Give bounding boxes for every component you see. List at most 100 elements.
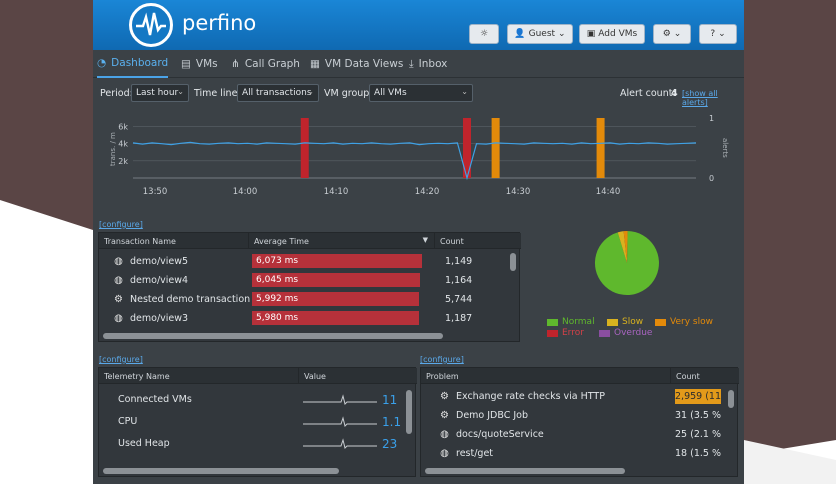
column-header-problem[interactable]: Problem <box>421 368 671 384</box>
alert-count-value: 4 <box>671 88 678 99</box>
x-tick-label: 14:00 <box>233 187 258 197</box>
table-row[interactable]: Connected VMs 11 <box>99 390 399 409</box>
brand-name: perfino <box>182 11 257 35</box>
chevron-down-icon: ⌄ <box>673 29 682 39</box>
timeline-chart: 6k 4k 2k 1 0 trans. / m alerts 13:50 14:00 14:10 1… <box>109 114 729 197</box>
pie-slice[interactable] <box>623 231 628 263</box>
configure-telemetry-link[interactable]: [configure] <box>99 355 143 364</box>
add-vms-button[interactable]: ▣ Add VMs <box>579 24 645 44</box>
column-header-telemetry-name[interactable]: Telemetry Name <box>99 368 299 384</box>
table-row[interactable]: ◍ rest/get 18 (1.5 %) v <box>421 444 721 463</box>
average-time-bar: 6,045 ms <box>252 273 420 287</box>
table-row[interactable]: ◍ demo/view3 5,980 ms 1,187 <box>99 309 507 328</box>
theme-button[interactable]: ☼ <box>469 24 499 44</box>
timeline-select[interactable]: All transactions ⌄ <box>237 84 319 102</box>
problem-count: 31 (3.5 %) v <box>675 410 721 421</box>
tab-vms[interactable]: ▤ VMs <box>181 50 218 78</box>
problem-name-cell: ◍ rest/get <box>439 444 493 463</box>
guest-menu-button[interactable]: 👤 Guest ⌄ <box>507 24 573 44</box>
transaction-count: 1,149 <box>445 256 473 267</box>
chevron-down-icon: ⌄ <box>558 29 566 39</box>
column-header-value[interactable]: Value <box>299 368 417 384</box>
problems-horizontal-scrollbar[interactable] <box>425 468 625 474</box>
table-row[interactable]: ⚙ Demo JDBC Job 31 (3.5 %) v <box>421 406 721 425</box>
vm-icon: ▤ <box>181 58 191 70</box>
average-time-bar: 6,073 ms <box>252 254 422 268</box>
pie-slice[interactable] <box>617 231 627 263</box>
globe-icon: ◍ <box>114 275 123 286</box>
vmgroup-select[interactable]: All VMs ⌄ <box>369 84 473 102</box>
table-row[interactable]: ⚙ Exchange rate checks via HTTP 2,959 (11 … <box>421 387 721 406</box>
timeline-label: Time line: <box>194 88 241 99</box>
legend-swatch <box>607 318 618 326</box>
problems-table: Problem Count ⚙ Exchange rate checks via … <box>420 367 739 477</box>
column-header-transaction-name[interactable]: Transaction Name <box>99 233 249 249</box>
x-tick-label: 14:10 <box>324 187 349 197</box>
column-header-count[interactable]: Count <box>435 233 521 249</box>
average-time-bar: 5,992 ms <box>252 292 419 306</box>
period-select[interactable]: Last hour ⌄ <box>131 84 189 102</box>
alert-bar[interactable] <box>596 118 605 178</box>
transactions-vertical-scrollbar[interactable] <box>510 253 516 271</box>
telemetry-horizontal-scrollbar[interactable] <box>103 468 339 474</box>
transaction-count: 1,187 <box>445 313 473 324</box>
table-row[interactable]: ◍ docs/quoteService 25 (2.1 %) v <box>421 425 721 444</box>
globe-icon: ◍ <box>440 448 449 459</box>
y2-tick-label: 0 <box>709 174 714 183</box>
period-value: Last hour <box>136 88 179 98</box>
transactions-horizontal-scrollbar[interactable] <box>103 333 443 339</box>
table-row[interactable]: ◍ demo/view5 6,073 ms 1,149 <box>99 252 507 271</box>
app-header: perfino ☼ 👤 Guest ⌄ ▣ Add VMs ⚙ ⌄ ? ⌄ <box>93 0 744 50</box>
tab-dashboard[interactable]: ◔ Dashboard <box>97 50 169 78</box>
column-header-average-time[interactable]: Average Time ▼ <box>249 233 435 249</box>
x-tick-label: 14:20 <box>415 187 440 197</box>
help-menu-button[interactable]: ? ⌄ <box>699 24 737 44</box>
x-tick-label: 14:40 <box>596 187 621 197</box>
transaction-name: demo/view4 <box>130 275 189 286</box>
alert-bar[interactable] <box>491 118 500 178</box>
legend-item: Very slow <box>655 317 713 327</box>
transactions-series-line <box>132 141 697 181</box>
y-axis-label: trans. / m <box>109 132 117 166</box>
table-row[interactable]: CPU 1.1 <box>99 412 402 431</box>
telemetry-table: Telemetry Name Value Connected VMs 11 CPU 1… <box>98 367 417 477</box>
gear-icon: ⚙ <box>440 391 449 402</box>
tab-label: Inbox <box>418 58 448 70</box>
tab-vm-data-views[interactable]: ▦ VM Data Views <box>310 50 403 78</box>
data-views-icon: ▦ <box>310 58 320 70</box>
table-row[interactable]: ⚙ Nested demo transaction 5,992 ms 5,744 <box>99 290 507 309</box>
alert-bar[interactable] <box>300 118 309 178</box>
configure-transactions-link[interactable]: [configure] <box>99 220 143 229</box>
problems-vertical-scrollbar[interactable] <box>728 390 734 408</box>
problem-count: 18 (1.5 %) v <box>675 448 721 459</box>
transaction-count: 1,164 <box>445 275 473 286</box>
gear-icon: ⚙ <box>114 294 123 305</box>
problem-name: docs/quoteService <box>456 429 544 440</box>
table-row[interactable]: ◍ demo/view4 6,045 ms 1,164 <box>99 271 507 290</box>
column-header-count[interactable]: Count <box>671 368 739 384</box>
average-time-header-label: Average Time <box>254 237 309 246</box>
chevron-down-icon: ⌄ <box>177 87 184 96</box>
telemetry-value: 23 <box>382 436 398 451</box>
alert-bar[interactable] <box>462 118 471 178</box>
transaction-name-cell: ◍ demo/view5 <box>113 252 253 271</box>
legend-swatch <box>547 318 558 326</box>
tab-inbox[interactable]: ⤓ Inbox <box>409 50 447 78</box>
table-row[interactable]: Used Heap 23 <box>99 434 399 453</box>
inbox-icon: ⤓ <box>409 57 414 70</box>
pie-slice[interactable] <box>594 231 659 296</box>
y2-axis-label: alerts <box>721 138 729 158</box>
problem-name-cell: ⚙ Demo JDBC Job <box>439 406 528 425</box>
telemetry-vertical-scrollbar[interactable] <box>406 390 412 434</box>
chevron-down-icon: ⌄ <box>461 87 468 96</box>
problem-name-cell: ⚙ Exchange rate checks via HTTP <box>439 387 605 406</box>
settings-menu-button[interactable]: ⚙ ⌄ <box>653 24 691 44</box>
configure-problems-link[interactable]: [configure] <box>420 355 464 364</box>
legend-label: Error <box>562 328 584 338</box>
show-all-alerts-link[interactable]: [show all alerts] <box>682 89 718 107</box>
telemetry-value: 1.1 <box>382 414 402 429</box>
tab-call-graph[interactable]: ⋔ Call Graph <box>231 50 300 78</box>
transaction-name-cell: ◍ demo/view4 <box>113 271 253 290</box>
main-navigation: ◔ Dashboard ▤ VMs ⋔ Call Graph ▦ VM Data… <box>93 50 744 78</box>
